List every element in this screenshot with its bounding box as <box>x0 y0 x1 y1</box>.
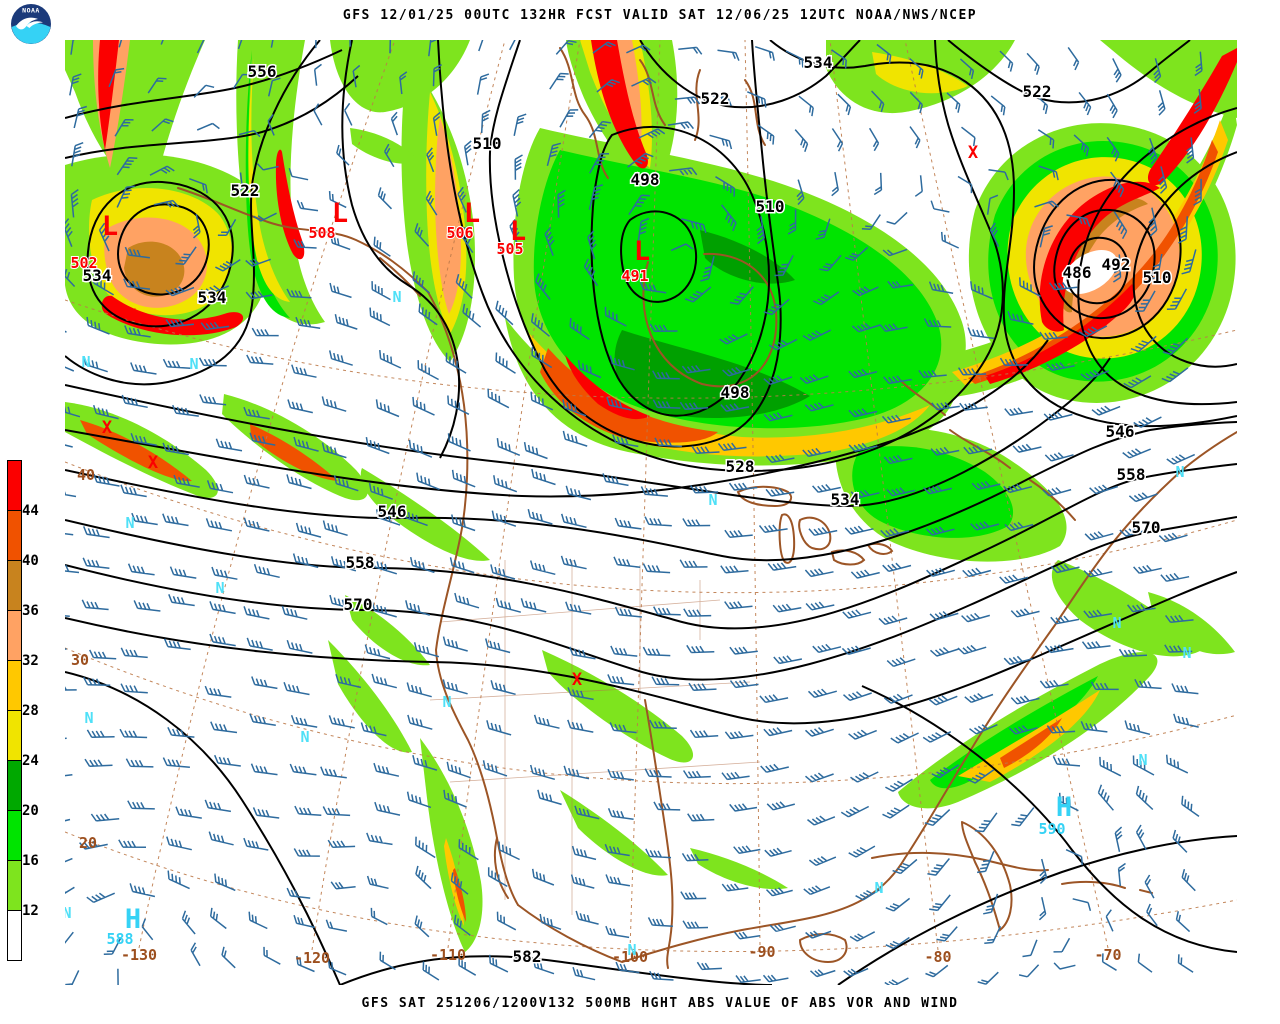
low-marker: L <box>464 198 480 229</box>
colorbar-segment <box>8 760 21 810</box>
contour-label: 534 <box>198 288 227 307</box>
longitude-label: -70 <box>1094 946 1121 964</box>
contour-label: 558 <box>1117 465 1146 484</box>
n-marker: N <box>1182 644 1191 662</box>
colorbar-tick-label: 24 <box>22 753 39 769</box>
colorbar-tick-label: 36 <box>22 603 39 619</box>
colorbar-tick-label: 40 <box>22 553 39 569</box>
vort-max-marker: X <box>102 418 113 438</box>
longitude-label: -100 <box>612 948 648 966</box>
contour-label: 522 <box>231 181 260 200</box>
longitude-label: -130 <box>121 946 157 964</box>
high-marker: H <box>125 904 141 935</box>
low-marker: L <box>510 216 526 247</box>
n-marker: N <box>300 728 309 746</box>
colorbar-tick-label: 12 <box>22 903 39 919</box>
contour-label: 582 <box>513 947 542 966</box>
n-marker: N <box>189 355 198 373</box>
chart-title: GFS 12/01/25 00UTC 132HR FCST VALID SAT … <box>342 8 978 23</box>
colorbar-segment <box>8 810 21 860</box>
colorbar-tick-label: 44 <box>22 503 39 519</box>
latitude-label: 20 <box>79 834 97 852</box>
n-marker: N <box>81 353 90 371</box>
colorbar-tick-label: 20 <box>22 803 39 819</box>
n-marker: N <box>125 514 134 532</box>
n-marker: N <box>627 941 636 959</box>
longitude-label: -110 <box>430 946 466 964</box>
contour-label: 534 <box>831 490 860 509</box>
low-marker: L <box>634 236 650 267</box>
colorbar-segment <box>8 660 21 710</box>
vort-max-marker: X <box>572 670 583 690</box>
vort-max-marker: X <box>968 143 979 163</box>
n-marker: N <box>62 904 71 922</box>
n-marker: N <box>215 579 224 597</box>
noaa-logo-icon: NOAA <box>9 2 53 46</box>
vort-max-marker: X <box>148 453 159 473</box>
colorbar-segment <box>8 610 21 660</box>
n-marker: N <box>708 491 717 509</box>
contour-label: 522 <box>701 89 730 108</box>
contour-label: 498 <box>631 170 660 189</box>
low-marker: L <box>332 198 348 229</box>
contour-label: 570 <box>1132 518 1161 537</box>
low-value-label: 505 <box>496 240 523 258</box>
contour-label: 510 <box>473 134 502 153</box>
contour-label: 534 <box>804 53 833 72</box>
contour-label: 556 <box>248 62 277 81</box>
longitude-label: -120 <box>294 949 330 967</box>
low-value-label: 502 <box>70 254 97 272</box>
contour-label: 510 <box>756 197 785 216</box>
contour-label: 558 <box>346 553 375 572</box>
n-marker: N <box>1138 751 1147 769</box>
contour-label: 486 <box>1063 263 1092 282</box>
n-marker: N <box>392 288 401 306</box>
longitude-label: -90 <box>748 943 775 961</box>
low-value-label: 508 <box>308 224 335 242</box>
contour-label: 546 <box>378 502 407 521</box>
colorbar-segment <box>8 461 21 510</box>
colorbar-segment <box>8 560 21 610</box>
n-marker: N <box>1175 463 1184 481</box>
n-marker: N <box>1112 614 1121 632</box>
latitude-label: 30 <box>71 651 89 669</box>
state-borders <box>429 560 761 915</box>
high-marker: H <box>1056 792 1072 823</box>
high-value-label: 590 <box>1038 820 1065 838</box>
low-value-label: 506 <box>446 224 473 242</box>
colorbar-tick-label: 28 <box>22 703 39 719</box>
colorbar-tick-label: 16 <box>22 853 39 869</box>
wind-barb-glyphs <box>65 40 1203 985</box>
low-marker: L <box>102 211 118 242</box>
contour-label: 510 <box>1143 268 1172 287</box>
contour-label: 546 <box>1106 422 1135 441</box>
contour-label: 522 <box>1023 82 1052 101</box>
n-marker: N <box>84 709 93 727</box>
vorticity-colorbar <box>7 460 22 961</box>
colorbar-tick-label: 32 <box>22 653 39 669</box>
colorbar-segment <box>8 860 21 910</box>
contour-label: 534 <box>83 266 112 285</box>
vort-max-marker: X <box>126 306 137 326</box>
latitude-label: 40 <box>77 466 95 484</box>
map-labels: 556 522 510 498 522 510 534 522 534 534 486 492 510 4… <box>62 52 1192 968</box>
svg-text:NOAA: NOAA <box>22 7 40 15</box>
wind-barbs <box>65 40 1203 985</box>
contour-label: 528 <box>726 457 755 476</box>
contour-label: 492 <box>1102 255 1131 274</box>
n-marker: N <box>874 879 883 897</box>
colorbar-segment <box>8 910 21 960</box>
colorbar-segment <box>8 710 21 760</box>
n-marker: N <box>442 693 451 711</box>
chart-caption: GFS SAT 251206/1200V132 500MB HGHT ABS V… <box>361 996 959 1011</box>
longitude-label: -80 <box>924 948 951 966</box>
low-value-label: 491 <box>621 267 648 285</box>
colorbar-segment <box>8 510 21 560</box>
high-value-label: 588 <box>106 930 133 948</box>
contour-label: 498 <box>721 383 750 402</box>
contour-label: 570 <box>344 595 373 614</box>
